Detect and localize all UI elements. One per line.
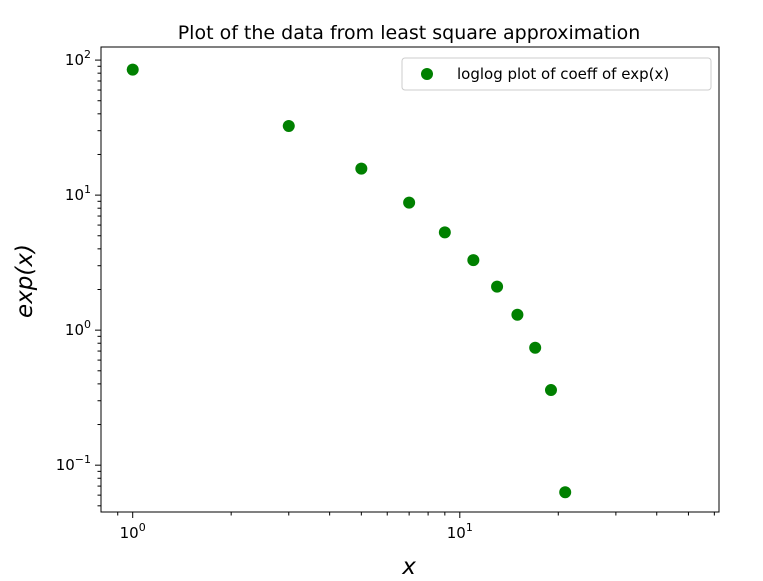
legend-label: loglog plot of coeff of exp(x) [457,65,669,83]
y-tick-label-base: 10 [65,51,84,69]
chart-title: Plot of the data from least square appro… [178,22,641,44]
data-point [544,384,557,397]
legend-box [401,57,712,91]
data-point [529,341,542,354]
x-tick-label: 101 [447,521,473,542]
y-tick-label-base: 10 [56,456,75,474]
y-tick-label-exponent: 1 [84,183,91,196]
data-point [467,254,480,267]
data-point [559,486,572,499]
x-axis-label: x [401,554,416,580]
data-point [126,63,139,76]
data-point [403,196,416,209]
x-tick-label-base: 10 [447,524,466,542]
legend-marker [421,68,433,80]
data-points [126,63,572,499]
x-tick-label-exponent: 1 [466,521,473,534]
y-axis-label: exp(x) [12,244,38,318]
x-tick-label: 100 [120,521,146,542]
plot-frame [100,46,720,513]
y-tick-label: 101 [65,183,91,204]
data-point [355,162,368,175]
y-tick-label-base: 10 [65,321,84,339]
x-tick-label-base: 10 [120,524,139,542]
y-tick-label-exponent: 0 [84,318,91,331]
y-tick-label-base: 10 [65,186,84,204]
y-tick-label: 100 [65,318,91,339]
y-tick-label-exponent: 2 [84,48,91,61]
x-tick-label-exponent: 0 [139,521,146,534]
data-point [511,308,524,321]
data-point [491,280,504,293]
y-tick-label: 10−1 [56,453,91,474]
legend: loglog plot of coeff of exp(x) [401,57,712,91]
data-point [438,226,451,239]
y-tick-label: 102 [65,48,91,69]
data-point [282,119,295,132]
y-tick-label-exponent: −1 [75,453,91,466]
